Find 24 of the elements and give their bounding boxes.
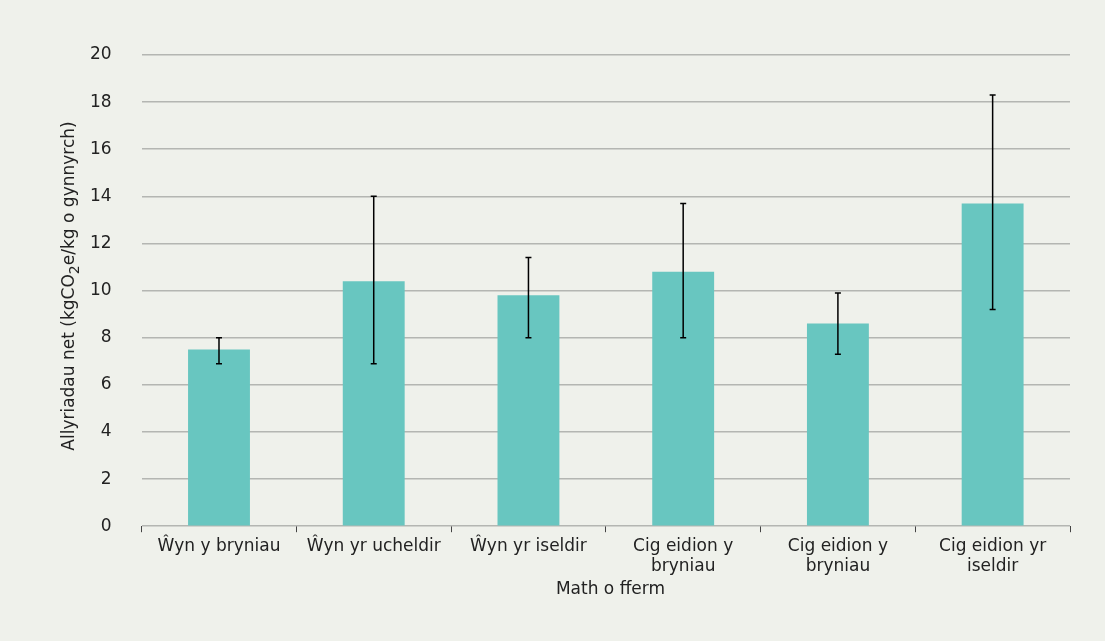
bar xyxy=(497,295,560,526)
y-tick-label: 8 xyxy=(100,326,112,347)
y-tick-label: 0 xyxy=(100,514,112,535)
y-tick-label: 2 xyxy=(100,467,112,488)
y-tick-label: 16 xyxy=(89,137,112,158)
x-tick-label: Ŵyn y bryniau xyxy=(157,533,281,555)
x-tick-label: Cig eidion yr iseldir xyxy=(939,534,1047,576)
y-tick-label: 14 xyxy=(89,184,112,205)
x-tick-label: Cig eidion y bryniau xyxy=(633,534,734,576)
x-tick-label: Ŵyn yr iseldir xyxy=(470,533,587,555)
y-tick-label: 4 xyxy=(100,420,112,441)
bar xyxy=(188,349,250,526)
bar xyxy=(806,323,869,526)
bar xyxy=(652,271,715,526)
x-axis-title: Math o fferm xyxy=(554,578,667,598)
bar xyxy=(342,281,405,526)
y-tick-label: 6 xyxy=(100,373,112,394)
bar xyxy=(961,203,1024,526)
y-tick-label: 10 xyxy=(89,279,112,300)
y-tick-label: 20 xyxy=(89,43,112,64)
y-tick-label: 12 xyxy=(89,231,112,252)
x-tick-label: Ŵyn yr ucheldir xyxy=(306,533,441,555)
x-tick-label: Cig eidion y bryniau xyxy=(787,534,888,576)
y-tick-label: 18 xyxy=(89,90,112,111)
